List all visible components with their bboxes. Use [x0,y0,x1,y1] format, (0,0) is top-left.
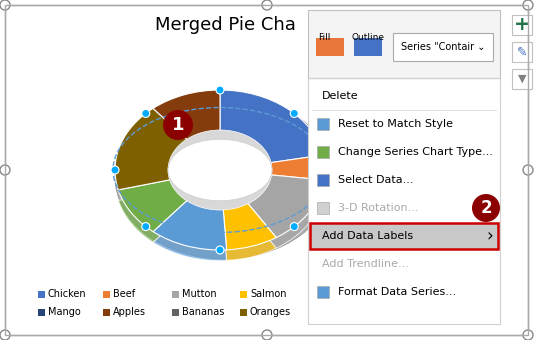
Wedge shape [153,90,220,170]
Text: Add Trendline...: Add Trendline... [322,259,409,269]
FancyBboxPatch shape [393,33,493,61]
Bar [354,38,382,56]
Circle shape [523,330,533,340]
Wedge shape [220,155,325,180]
Circle shape [290,109,299,117]
Wedge shape [153,170,226,250]
Bar [172,291,179,298]
Text: 1: 1 [172,116,184,134]
Bar [317,174,329,186]
Circle shape [0,330,10,340]
Text: Series "Contair ⌄: Series "Contair ⌄ [401,42,485,52]
Wedge shape [220,170,324,238]
Text: Select Data...: Select Data... [338,175,413,185]
Text: Mango: Mango [48,307,81,317]
Text: Mutton: Mutton [182,289,217,299]
Ellipse shape [115,95,333,259]
Bar [317,146,329,158]
Text: Oranges: Oranges [250,307,291,317]
Text: Chicken: Chicken [48,289,87,299]
Circle shape [0,0,10,10]
Text: Change Series Chart Type...: Change Series Chart Type... [338,147,493,157]
Wedge shape [115,108,220,190]
Circle shape [321,166,329,174]
Bar [103,309,110,316]
Circle shape [472,194,500,222]
Wedge shape [220,90,323,170]
Text: Salmon: Salmon [250,289,287,299]
Bar [308,78,500,324]
Bar [38,291,45,298]
Bar [317,202,329,214]
Circle shape [523,0,533,10]
Circle shape [163,110,193,140]
Text: +: + [514,16,530,34]
Bar [317,286,329,298]
Wedge shape [119,181,220,242]
Circle shape [216,246,224,254]
Text: Apples: Apples [113,307,146,317]
Bar [317,118,329,130]
Bar [512,42,532,62]
Ellipse shape [170,136,278,218]
Text: 3-D Rotation...: 3-D Rotation... [338,203,419,213]
Text: ▼: ▼ [518,74,526,84]
Circle shape [142,223,150,231]
Ellipse shape [168,130,272,210]
Bar [512,15,532,35]
Circle shape [0,165,10,175]
Circle shape [111,166,119,174]
Bar [240,309,247,316]
Bar [172,309,179,316]
Circle shape [523,165,533,175]
Circle shape [142,109,150,117]
Wedge shape [220,170,276,250]
Circle shape [216,86,224,94]
Text: 2: 2 [480,199,492,217]
Bar [310,223,498,249]
Text: Outline: Outline [351,34,384,42]
Text: ✎: ✎ [517,46,527,58]
Text: Fill: Fill [318,34,330,42]
Bar [240,291,247,298]
Text: Format Data Series...: Format Data Series... [338,287,456,297]
Bar [512,69,532,89]
Circle shape [262,330,272,340]
Circle shape [262,0,272,10]
Bar [316,38,344,56]
Text: Merged Pie Cha: Merged Pie Cha [154,16,295,34]
Wedge shape [220,181,324,248]
Wedge shape [220,181,276,260]
Circle shape [290,223,299,231]
Ellipse shape [168,139,272,201]
Text: Add Data Labels: Add Data Labels [322,231,413,241]
Text: Delete: Delete [322,91,359,101]
Bar [38,309,45,316]
Wedge shape [119,170,220,232]
Bar [308,10,500,78]
Text: Reset to Match Style: Reset to Match Style [338,119,453,129]
Bar [103,291,110,298]
Wedge shape [153,181,226,261]
Text: ›: › [486,227,493,245]
Text: Bananas: Bananas [182,307,224,317]
Text: Beef: Beef [113,289,135,299]
